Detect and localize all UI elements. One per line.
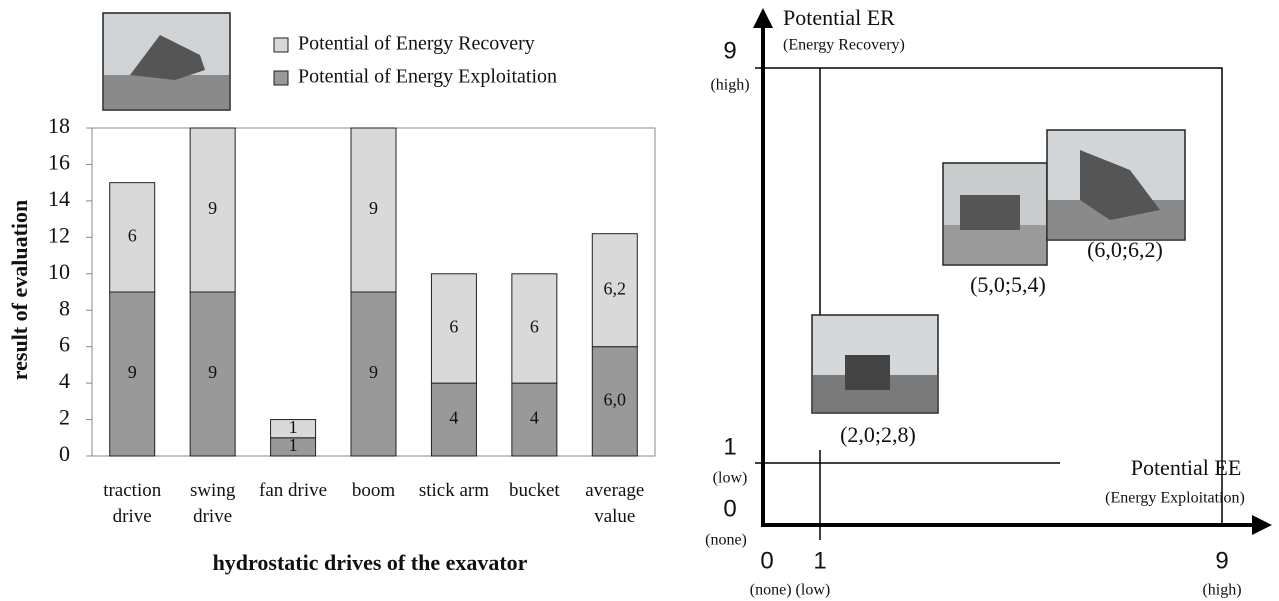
value-label: 6,0 [604,389,627,409]
value-label: 4 [449,408,458,428]
x-tick-label: stick arm [416,478,492,504]
loader-photo [943,163,1047,265]
value-label: 6 [530,317,539,337]
y-tick-label: 4 [59,368,70,393]
x-tick-label: bucket [496,478,572,504]
value-label: 9 [208,362,217,382]
x-tick: 1 [813,547,826,574]
x-tick-label: fan drive [255,478,331,504]
legend-swatch [274,71,288,85]
value-label: 6 [128,225,137,245]
y-tick-label: 8 [59,295,70,320]
value-label: 9 [369,362,378,382]
value-label: 9 [128,362,137,382]
point-label: (2,0;2,8) [840,422,916,447]
y-tick-label: 18 [48,113,70,138]
y-tick-note: (none) [705,532,747,549]
y-axis-title: result of evaluation [7,200,32,380]
excavator-photo [1047,130,1185,240]
y-tick-note: (high) [710,77,749,94]
x-axis-title: hydrostatic drives of the exavator [213,550,528,575]
value-label: 6 [449,317,458,337]
page: result of evaluation hydrostatic drives … [0,0,1279,601]
x-tick: 9 [1215,547,1228,574]
x-tick-label: traction drive [94,478,170,530]
x-axis-subtitle: (Energy Exploitation) [1105,490,1245,507]
y-tick-label: 16 [48,149,70,174]
y-tick-label: 0 [59,441,70,466]
value-label: 6,2 [604,278,627,298]
y-axis-title: Potential ER [783,5,895,30]
y-tick-label: 12 [48,222,70,247]
y-axis-subtitle: (Energy Recovery) [783,37,905,54]
x-axis-title: Potential EE [1131,455,1242,480]
x-tick: 0 [760,547,773,574]
y-tick: 1 [723,433,736,460]
y-tick: 9 [723,37,736,64]
x-tick-label: boom [336,478,412,504]
value-label: 9 [208,198,217,218]
point-label: (6,0;6,2) [1087,237,1163,262]
legend-label: Potential of Energy Recovery [298,33,535,55]
x-tick-label: average value [577,478,653,530]
legend-swatch [274,38,288,52]
value-label: 1 [289,417,298,437]
y-tick-label: 10 [48,259,70,284]
y-tick-label: 14 [48,186,70,211]
x-tick-note: (high) [1202,582,1241,599]
x-tick-note: (none) (low) [750,582,830,599]
excavator-photo [103,13,230,110]
y-tick-note: (low) [713,470,748,487]
harvester-photo [812,315,938,413]
legend-label: Potential of Energy Exploitation [298,66,557,88]
point-label: (5,0;5,4) [970,272,1046,297]
value-label: 4 [530,408,539,428]
y-tick-label: 6 [59,332,70,357]
y-tick-label: 2 [59,405,70,430]
value-label: 9 [369,198,378,218]
y-tick: 0 [723,495,736,522]
x-tick-label: swing drive [175,478,251,530]
